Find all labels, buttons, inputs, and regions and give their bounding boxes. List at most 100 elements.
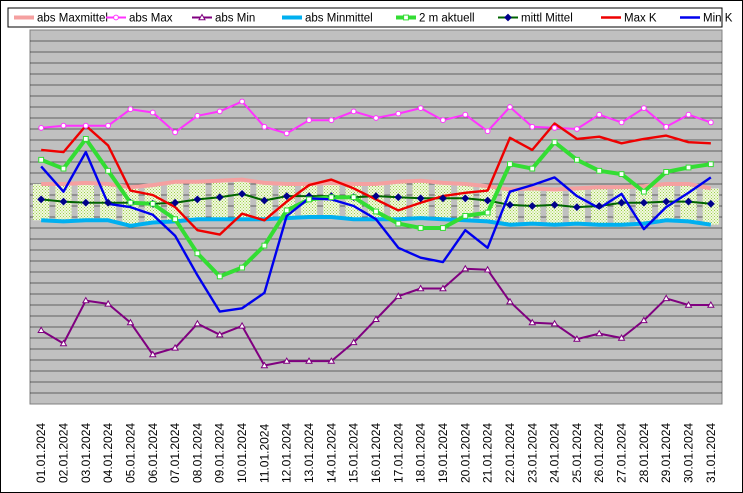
data-point: [239, 264, 245, 271]
data-point: [38, 156, 45, 163]
x-tick-label: 05.01.2024: [123, 423, 137, 483]
data-point: [104, 299, 112, 307]
data-point: [372, 315, 380, 322]
x-tick-label: 13.01.2024: [302, 423, 316, 483]
data-point: [403, 14, 409, 21]
data-point: [239, 98, 245, 105]
data-point: [685, 164, 692, 171]
data-point: [662, 294, 671, 302]
data-point: [215, 193, 224, 202]
data-point: [507, 104, 513, 110]
data-point: [617, 333, 626, 341]
x-tick-label: 29.01.2024: [659, 423, 673, 483]
band-bar: [233, 179, 251, 220]
x-tick-label: 06.01.2024: [146, 423, 160, 483]
data-point: [707, 161, 714, 168]
x-tick-label: 03.01.2024: [79, 423, 93, 483]
x-tick-label: 24.01.2024: [548, 423, 562, 483]
data-point: [127, 106, 134, 113]
data-point: [663, 123, 670, 130]
data-point: [529, 123, 536, 130]
data-point: [528, 202, 537, 210]
legend-entry: abs Maxmittel: [14, 13, 108, 25]
data-point: [260, 196, 269, 205]
x-tick-label: 07.01.2024: [168, 423, 182, 483]
data-point: [506, 200, 514, 209]
data-point: [572, 203, 581, 212]
data-point: [596, 167, 603, 174]
x-tick-label: 31.01.2024: [704, 423, 718, 483]
data-point: [349, 338, 358, 346]
data-point: [193, 195, 202, 204]
data-point: [238, 189, 246, 198]
data-point: [462, 213, 469, 219]
data-point: [104, 198, 113, 207]
data-point: [640, 316, 648, 324]
data-point: [193, 319, 202, 327]
data-point: [60, 165, 67, 172]
x-tick-label: 01.01.2024: [34, 423, 48, 483]
data-point: [373, 115, 379, 121]
legend-label: abs Minmittel: [305, 13, 373, 25]
data-point: [328, 117, 335, 124]
data-point: [483, 196, 492, 205]
x-tick-label: 10.01.2024: [235, 423, 249, 483]
legend-label: 2 m aktuell: [419, 13, 475, 25]
data-point: [416, 284, 425, 292]
x-tick-label: 19.01.2024: [436, 423, 450, 483]
data-point: [663, 169, 670, 175]
data-point: [662, 197, 671, 206]
data-point: [282, 357, 291, 364]
data-point: [639, 198, 648, 207]
legend-entry: Max K: [601, 13, 657, 25]
data-point: [350, 108, 357, 115]
x-tick-label: 08.01.2024: [190, 423, 204, 483]
x-tick-label: 04.01.2024: [101, 423, 115, 483]
x-tick-label: 11.01.2024: [257, 424, 271, 483]
legend-entry: mittl Mittel: [498, 13, 573, 25]
data-point: [504, 13, 512, 22]
data-point: [82, 136, 89, 142]
legend-entry: abs Minmittel: [282, 13, 373, 25]
legend-label: Min K: [703, 13, 733, 25]
data-point: [394, 292, 403, 299]
data-point: [172, 129, 178, 136]
data-point: [148, 350, 157, 358]
x-tick-label: 15.01.2024: [347, 423, 361, 483]
x-tick-label: 22.01.2024: [503, 423, 517, 483]
data-point: [38, 125, 45, 131]
data-point: [596, 111, 603, 118]
series-markers: [37, 98, 715, 369]
series-markers-abs-min: [37, 264, 715, 369]
data-point: [105, 167, 112, 174]
data-point: [306, 117, 312, 124]
data-point: [551, 139, 558, 146]
data-point: [216, 273, 223, 280]
band-bar: [345, 184, 362, 220]
data-point: [305, 357, 313, 364]
data-point: [372, 192, 380, 201]
data-point: [37, 326, 46, 333]
x-tick-label: 17.01.2024: [391, 423, 405, 483]
legend-label: abs Max: [129, 13, 173, 25]
data-point: [417, 225, 424, 231]
legend: abs Maxmittel abs Max abs Min abs Minmittel…: [14, 13, 733, 25]
data-point: [618, 119, 625, 126]
data-point: [327, 357, 336, 364]
data-point: [261, 123, 268, 130]
legend-label: mittl Mittel: [521, 13, 573, 25]
legend-label: abs Min: [215, 13, 255, 25]
data-point: [81, 296, 90, 304]
series-markers-2-m-aktuell: [38, 136, 714, 280]
data-point: [706, 199, 715, 208]
legend-entry: 2 m aktuell: [396, 13, 475, 25]
x-tick-label: 28.01.2024: [637, 423, 651, 483]
data-point: [618, 171, 625, 177]
data-point: [261, 242, 268, 249]
data-point: [528, 318, 537, 326]
x-tick-label: 02.01.2024: [56, 423, 70, 483]
data-point: [440, 117, 446, 124]
data-point: [507, 161, 513, 168]
x-tick-label: 16.01.2024: [369, 423, 383, 483]
data-point: [461, 264, 470, 272]
